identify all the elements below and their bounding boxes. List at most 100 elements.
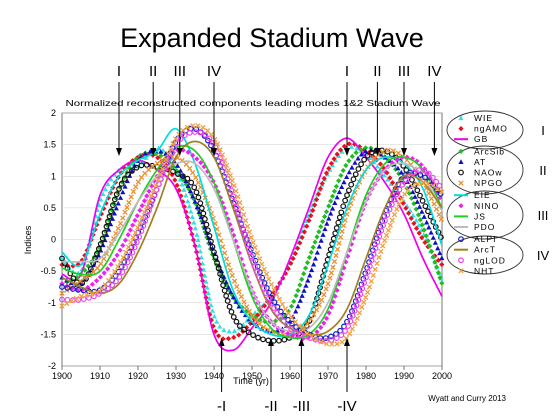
marker-stroke [261, 266, 267, 272]
series-marker [350, 176, 357, 183]
series-marker [97, 240, 104, 247]
series-marker [174, 171, 181, 177]
series-marker [421, 227, 427, 233]
series-marker [295, 303, 301, 309]
series-marker [205, 290, 211, 296]
series-marker [241, 326, 247, 333]
series-marker [117, 220, 124, 227]
series-marker [195, 179, 202, 186]
series-marker [331, 188, 338, 194]
series-marker [217, 323, 223, 329]
marker-stroke [161, 161, 167, 167]
series-marker [126, 249, 133, 256]
series-marker [333, 225, 340, 231]
series-marker [361, 147, 367, 153]
series-marker [343, 335, 349, 342]
series-marker [174, 182, 180, 188]
marker-stroke [389, 217, 395, 223]
marker-stroke [342, 217, 348, 223]
marker-stroke [374, 260, 380, 266]
series-marker [64, 300, 70, 307]
series-marker [70, 286, 76, 292]
series-marker [349, 326, 355, 332]
marker-stroke [155, 177, 161, 183]
series-marker [223, 256, 230, 262]
series-marker [310, 207, 316, 214]
marker-stroke [176, 131, 182, 137]
marker-stroke [361, 299, 367, 305]
series-marker [347, 331, 353, 337]
marker-stroke [387, 222, 393, 228]
series-marker [321, 292, 327, 298]
series-marker [436, 211, 442, 218]
series-marker [259, 274, 266, 281]
marker-stroke [145, 167, 152, 173]
series-marker [181, 132, 188, 139]
series-marker [295, 287, 301, 294]
series-marker [421, 167, 428, 174]
series-marker [113, 205, 119, 211]
series-marker [212, 254, 219, 261]
marker-stroke [334, 341, 340, 347]
series-marker [374, 163, 380, 169]
series-marker [229, 272, 235, 279]
series-marker [433, 206, 440, 212]
series-marker [276, 296, 283, 302]
series-marker [203, 279, 209, 284]
series-marker [361, 299, 367, 305]
series-marker [99, 235, 106, 242]
series-marker [323, 209, 330, 215]
series-marker [328, 160, 335, 167]
marker-stroke [221, 250, 228, 256]
series-marker [329, 193, 336, 199]
x-tick-label: 2000 [432, 371, 452, 381]
marker-stroke [101, 256, 107, 262]
series-marker [97, 274, 103, 280]
series-marker [189, 214, 195, 220]
series-marker [391, 196, 398, 203]
series-marker [380, 222, 387, 229]
marker-stroke [399, 196, 405, 202]
series-marker [403, 167, 410, 173]
series-marker [125, 171, 132, 178]
marker-stroke [102, 282, 108, 288]
series-marker [439, 189, 445, 195]
marker-stroke [225, 167, 232, 174]
legend-entry-label: ArcT [474, 245, 496, 255]
series-marker [274, 291, 280, 298]
marker-stroke [368, 278, 374, 284]
series-marker [59, 281, 65, 287]
series-marker [326, 215, 332, 221]
series-marker [228, 187, 235, 194]
series-marker [288, 326, 295, 332]
series-marker [366, 284, 373, 290]
marker-stroke [106, 277, 112, 284]
series-marker [150, 187, 157, 194]
marker-stroke [246, 308, 252, 315]
series-marker [416, 222, 422, 228]
marker-stroke [249, 313, 256, 319]
series-marker [376, 233, 383, 240]
series-marker [116, 274, 123, 280]
marker-stroke [195, 179, 202, 186]
marker-stroke [150, 187, 157, 194]
marker-stroke [253, 317, 259, 323]
marker-stroke [172, 136, 179, 142]
series-marker [161, 161, 167, 167]
series-marker [139, 214, 145, 221]
marker-stroke [256, 321, 263, 327]
series-marker [130, 222, 136, 228]
series-marker [304, 320, 311, 327]
series-marker [334, 341, 340, 347]
series-marker [135, 179, 142, 185]
series-marker [398, 169, 404, 175]
x-tick-label: 1920 [128, 371, 148, 381]
marker-stroke [375, 152, 381, 158]
series-marker [150, 163, 156, 170]
marker-stroke [458, 180, 464, 186]
series-marker [172, 177, 178, 183]
series-marker [361, 280, 368, 286]
marker-stroke [329, 341, 335, 347]
marker-stroke [59, 290, 65, 296]
series-marker [363, 274, 369, 281]
